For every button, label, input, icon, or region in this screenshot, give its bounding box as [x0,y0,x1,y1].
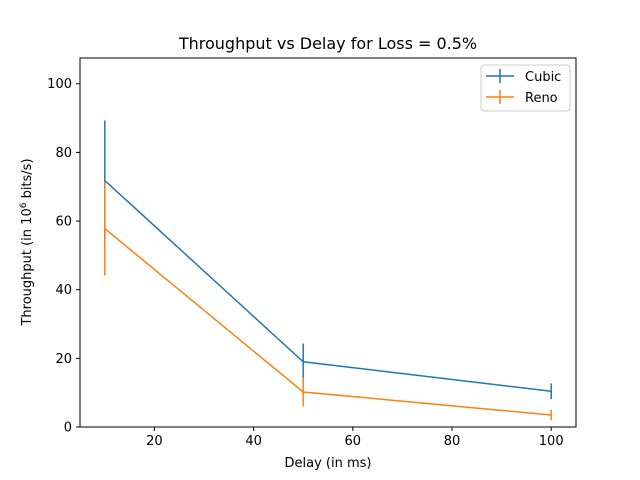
x-tick-label: 100 [539,434,564,449]
x-tick-label: 80 [444,434,461,449]
x-tick-label: 40 [245,434,262,449]
y-axis-label-prefix: Throughput (in 10 [20,208,35,326]
legend-label-cubic: Cubic [525,70,561,85]
y-axis-label-exponent: 6 [19,202,29,208]
y-tick-label: 60 [55,215,72,230]
chart-title: Throughput vs Delay for Loss = 0.5% [178,34,477,53]
legend-label-reno: Reno [525,91,558,106]
x-axis-ticks: 20 40 60 80 100 [146,427,564,449]
plot-marks [104,120,552,421]
legend: Cubic Reno [480,64,571,112]
x-tick-label: 60 [345,434,362,449]
x-axis-label: Delay (in ms) [285,456,372,471]
y-axis-label: Throughput (in 106 bits/s) [19,158,35,326]
y-tick-label: 0 [64,421,72,436]
y-axis-label-suffix: bits/s) [20,158,35,202]
y-tick-label: 40 [55,283,72,298]
y-tick-label: 20 [55,352,72,367]
x-tick-label: 20 [146,434,163,449]
y-axis-ticks: 0 20 40 60 80 100 [47,77,80,436]
plot-frame [79,57,577,428]
y-tick-label: 100 [47,77,72,92]
y-tick-label: 80 [55,146,72,161]
